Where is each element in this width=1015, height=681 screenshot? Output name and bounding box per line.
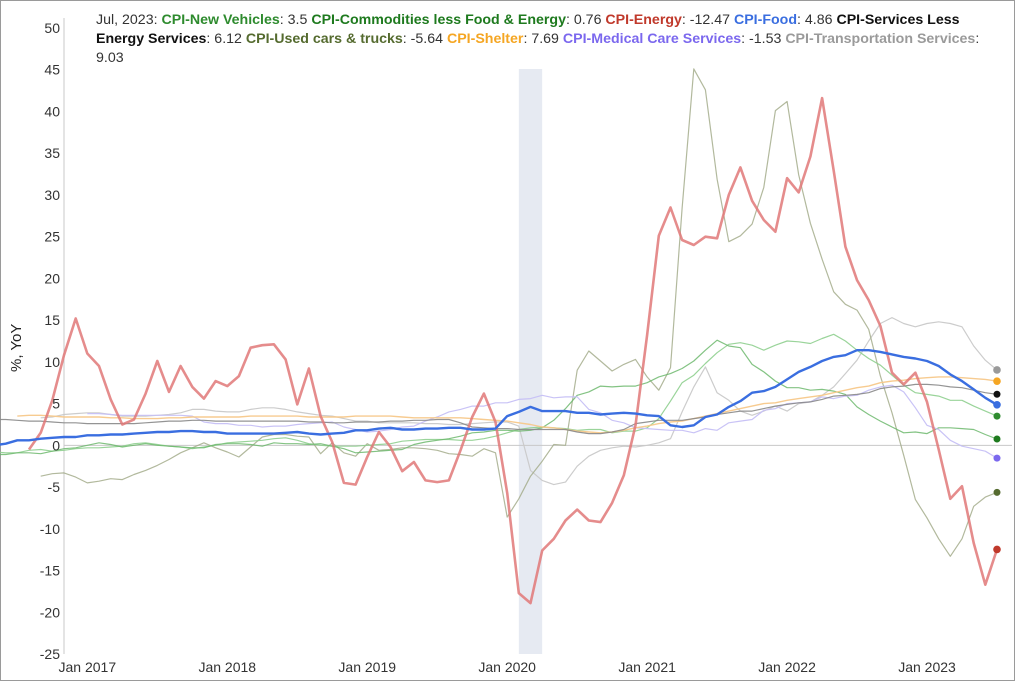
x-tick-label: Jan 2021 (618, 659, 676, 675)
legend-series-value: : 7.69 (523, 31, 563, 47)
y-tick-label: 50 (44, 20, 60, 36)
end-dot-cpi-energy (993, 545, 1001, 554)
legend-series-name: CPI-Transportation Services (785, 31, 976, 47)
legend-entry: CPI-Transportation Services: 9.03 (96, 31, 979, 66)
legend-series-name: CPI-Medical Care Services (562, 31, 742, 47)
series-line-cpi-new-vehicles (0, 333, 998, 454)
legend-series-value: : -12.47 (681, 12, 734, 28)
legend-entry: CPI-Shelter: 7.69 (447, 31, 563, 47)
y-tick-label: 10 (44, 354, 60, 370)
legend-series-name: CPI-Shelter (446, 31, 524, 47)
end-dot-cpi-transportation-services (993, 366, 1001, 374)
legend-series-name: CPI-Energy (605, 12, 682, 28)
legend-entry: CPI-Food: 4.86 (734, 12, 837, 28)
series-line-cpi-shelter (17, 376, 998, 434)
y-tick-label: 5 (52, 396, 60, 412)
y-tick-label: -10 (40, 521, 60, 537)
legend-series-value: : 3.5 (279, 12, 312, 28)
end-dot-cpi-shelter (993, 377, 1001, 385)
y-tick-label: -25 (40, 646, 60, 662)
legend-series-value: : -1.53 (741, 31, 786, 47)
y-tick-label: 20 (44, 270, 60, 286)
x-tick-label: Jan 2023 (898, 659, 956, 675)
legend-entry: CPI-Energy: -12.47 (605, 12, 734, 28)
y-tick-label: 30 (44, 187, 60, 203)
x-tick-label: Jan 2017 (59, 659, 117, 675)
x-tick-label: Jan 2020 (478, 659, 536, 675)
y-axis-label: %, YoY (8, 323, 25, 372)
legend-date: Jul, 2023 (96, 12, 154, 28)
legend-series-value: : 0.76 (565, 12, 606, 28)
recession-band (518, 69, 543, 654)
series-line-cpi-commodities-less-food-energy (0, 339, 998, 456)
y-tick-label: -20 (40, 604, 60, 620)
legend-entry: CPI-New Vehicles: 3.5 (161, 12, 311, 28)
legend-series-name: CPI-Services Less Energy Services (96, 12, 960, 47)
end-dot-cpi-new-vehicles (993, 412, 1001, 420)
series-line-cpi-services-less-energy-services (0, 383, 998, 435)
series-line-cpi-used-cars-trucks (40, 68, 998, 557)
end-dot-cpi-commodities-less-food-energy (993, 435, 1001, 443)
y-tick-label: 25 (44, 229, 60, 245)
y-tick-label: -5 (48, 479, 61, 495)
end-dot-cpi-food (993, 400, 1001, 409)
y-tick-label: -15 (40, 563, 60, 579)
legend-entry: CPI-Commodities less Food & Energy: 0.76 (311, 12, 605, 28)
series-line-cpi-transportation-services (40, 317, 998, 486)
legend-series-value: : 6.12 (206, 31, 246, 47)
legend-series-name: CPI-New Vehicles (161, 12, 280, 28)
legend-entry: CPI-Used cars & trucks: -5.64 (246, 31, 447, 47)
legend-series-name: CPI-Used cars & trucks (245, 31, 403, 47)
legend-series-value: : 4.86 (797, 12, 837, 28)
x-tick-label: Jan 2019 (338, 659, 396, 675)
legend-series-value: : -5.64 (402, 31, 447, 47)
hover-legend: Jul, 2023: CPI-New Vehicles: 3.5 CPI-Com… (96, 12, 980, 66)
x-tick-label: Jan 2018 (198, 659, 256, 675)
legend-series-value: : 9.03 (96, 31, 980, 66)
end-dot-cpi-services-less-energy-services (993, 390, 1001, 398)
legend-series-name: CPI-Food (733, 12, 798, 28)
y-tick-label: 15 (44, 312, 60, 328)
legend-series-name: CPI-Commodities less Food & Energy (311, 12, 566, 28)
y-tick-label: 40 (44, 103, 60, 119)
end-dot-cpi-medical-care-services (993, 454, 1001, 462)
y-tick-label: 35 (44, 145, 60, 161)
series-line-cpi-food (0, 349, 998, 446)
legend-entry: CPI-Medical Care Services: -1.53 (563, 31, 785, 47)
series-line-cpi-energy (27, 96, 999, 605)
series-line-cpi-medical-care-services (87, 384, 998, 459)
y-tick-label: 0 (52, 437, 60, 453)
x-tick-label: Jan 2022 (758, 659, 816, 675)
end-dot-cpi-used-cars-trucks (993, 488, 1001, 496)
y-tick-label: 45 (44, 62, 60, 78)
legend-entry: CPI-Services Less Energy Services: 6.12 (96, 12, 960, 47)
